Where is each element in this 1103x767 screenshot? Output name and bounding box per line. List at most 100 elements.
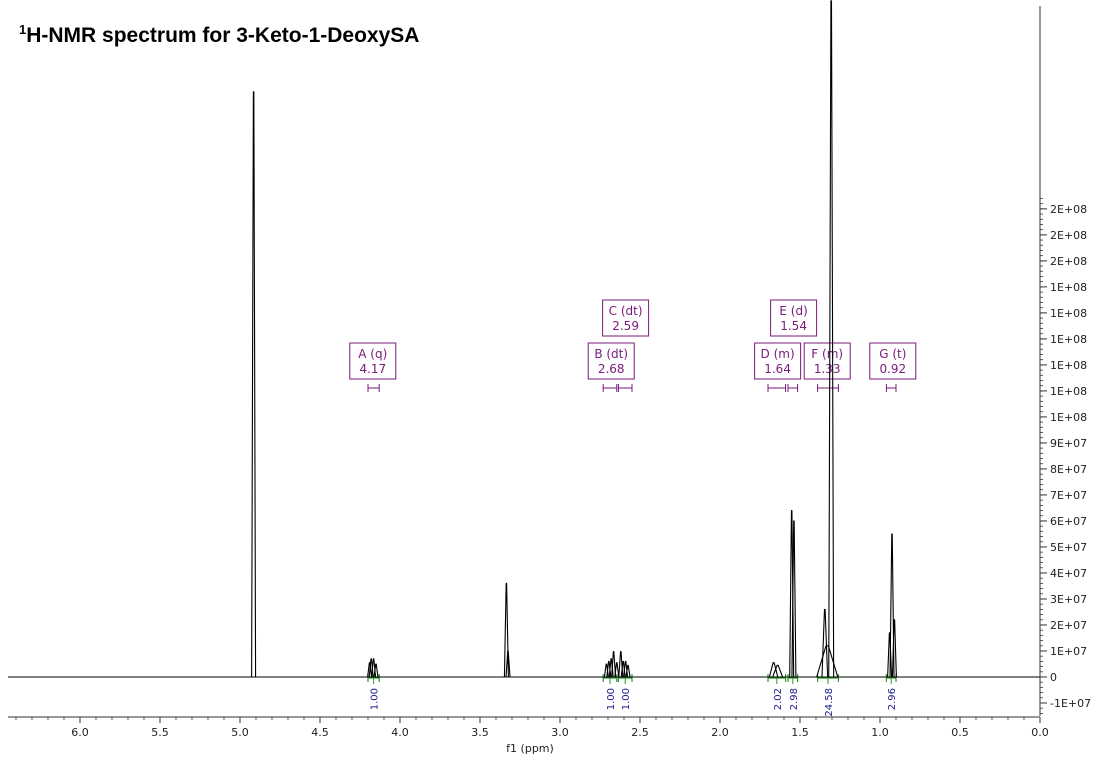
multiplet-shift: 2.68 bbox=[598, 362, 625, 376]
y-tick-label: 2E+07 bbox=[1050, 619, 1087, 632]
spectrum-peak-4 bbox=[373, 663, 379, 678]
y-tick-label: 1E+08 bbox=[1050, 385, 1087, 398]
x-axis: 6.0 5.5 5.0 4.5 4.0 3.5 3.0 2.5 2.0 1.5 1.0 0.5 0.0 bbox=[8, 716, 1049, 739]
y-tick-label: 1E+08 bbox=[1050, 411, 1087, 424]
integral-value: 24.58 bbox=[824, 688, 835, 717]
multiplet-0: A (q)4.17 bbox=[349, 342, 397, 392]
x-tick-label: 0.5 bbox=[951, 726, 969, 739]
y-tick-label: 1E+08 bbox=[1050, 359, 1087, 372]
multiplet-2: C (dt)2.59 bbox=[602, 299, 650, 392]
spectrum-layer bbox=[8, 0, 1040, 678]
multiplet-layer: A (q)4.17B (dt)2.68C (dt)2.59D (m)1.64E … bbox=[349, 299, 917, 392]
multiplet-box bbox=[602, 299, 650, 337]
multiplet-label: E (d) bbox=[779, 304, 807, 318]
integral-3: 2.02 bbox=[767, 674, 787, 710]
x-tick-label: 4.0 bbox=[391, 726, 409, 739]
y-tick-label: 5E+07 bbox=[1050, 541, 1087, 554]
multiplet-box bbox=[803, 342, 851, 380]
x-tick-label: 1.0 bbox=[871, 726, 889, 739]
integral-value: 2.96 bbox=[887, 688, 898, 710]
integral-5: 24.58 bbox=[816, 674, 840, 717]
x-tick-label: 0.0 bbox=[1031, 726, 1049, 739]
y-tick-label: -1E+07 bbox=[1050, 697, 1091, 710]
spectrum-peak-24 bbox=[889, 533, 895, 677]
multiplet-6: G (t)0.92 bbox=[869, 342, 917, 392]
integral-value: 1.00 bbox=[606, 688, 617, 710]
y-tick-label: 2E+08 bbox=[1050, 255, 1087, 268]
integral-value: 2.02 bbox=[773, 688, 784, 710]
x-tick-label: 6.0 bbox=[71, 726, 89, 739]
integral-0: 1.00 bbox=[367, 674, 381, 710]
multiplet-box bbox=[754, 342, 802, 380]
multiplet-shift: 1.54 bbox=[780, 319, 807, 333]
multiplet-shift: 1.64 bbox=[764, 362, 791, 376]
y-tick-label: 1E+08 bbox=[1050, 281, 1087, 294]
y-tick-label: 6E+07 bbox=[1050, 515, 1087, 528]
y-tick-label: 3E+07 bbox=[1050, 593, 1087, 606]
multiplet-box bbox=[587, 342, 635, 380]
multiplet-label: A (q) bbox=[358, 347, 387, 361]
spectrum-peak-20 bbox=[821, 608, 829, 678]
x-tick-label: 4.5 bbox=[311, 726, 329, 739]
spectrum-peak-6 bbox=[505, 650, 511, 678]
x-tick-label: 5.0 bbox=[231, 726, 249, 739]
multiplet-shift: 1.33 bbox=[814, 362, 841, 376]
spectrum-peak-21 bbox=[828, 0, 835, 677]
multiplet-box bbox=[869, 342, 917, 380]
y-tick-label: 0 bbox=[1050, 671, 1057, 684]
spectrum-peak-17 bbox=[772, 664, 784, 678]
spectrum-peak-11 bbox=[614, 662, 620, 678]
y-tick-label: 7E+07 bbox=[1050, 489, 1087, 502]
multiplet-5: F (m)1.33 bbox=[803, 342, 851, 392]
multiplet-3: D (m)1.64 bbox=[754, 342, 802, 392]
integral-value: 1.00 bbox=[621, 688, 632, 710]
integral-2: 1.00 bbox=[617, 674, 633, 710]
multiplet-shift: 2.59 bbox=[612, 319, 639, 333]
multiplet-label: F (m) bbox=[811, 347, 843, 361]
multiplet-label: C (dt) bbox=[609, 304, 643, 318]
spectrum-peak-12 bbox=[618, 650, 624, 678]
multiplet-label: D (m) bbox=[761, 347, 795, 361]
multiplet-box bbox=[349, 342, 397, 380]
multiplet-4: E (d)1.54 bbox=[770, 299, 818, 392]
spectrum-peak-15 bbox=[625, 664, 631, 678]
x-tick-label: 1.5 bbox=[791, 726, 809, 739]
y-tick-label: 1E+08 bbox=[1050, 307, 1087, 320]
integral-1: 1.00 bbox=[602, 674, 618, 710]
x-tick-label: 3.5 bbox=[471, 726, 489, 739]
y-tick-label: 1E+07 bbox=[1050, 645, 1087, 658]
multiplet-label: G (t) bbox=[879, 347, 906, 361]
x-tick-label: 5.5 bbox=[151, 726, 169, 739]
spectrum-peak-10 bbox=[611, 650, 617, 678]
y-tick-label: 1E+08 bbox=[1050, 333, 1087, 346]
spectrum-peak-1 bbox=[367, 662, 373, 678]
integral-value: 2.98 bbox=[789, 688, 800, 710]
integral-value: 1.00 bbox=[370, 688, 381, 710]
y-tick-label: 2E+08 bbox=[1050, 203, 1087, 216]
chart-title: 1H-NMR spectrum for 3-Keto-1-DeoxySA bbox=[19, 22, 419, 47]
y-axis: -1E+07 0 1E+07 2E+07 3E+07 4E+07 5E+07 6E+07 7E+… bbox=[1039, 6, 1091, 716]
spectrum-peak-0 bbox=[251, 91, 257, 677]
multiplet-label: B (dt) bbox=[594, 347, 628, 361]
integral-6: 2.96 bbox=[885, 674, 898, 710]
x-tick-label: 2.5 bbox=[631, 726, 649, 739]
spectrum-peak-22 bbox=[816, 645, 839, 678]
integral-layer: 1.00 1.00 1.00 2.02 2.98 24.58 2.96 bbox=[367, 674, 898, 717]
spectrum-peak-25 bbox=[891, 619, 897, 678]
spectrum-peak-19 bbox=[791, 520, 797, 677]
chart-title-text: H-NMR spectrum for 3-Keto-1-DeoxySA bbox=[26, 24, 419, 47]
x-tick-label: 3.0 bbox=[551, 726, 569, 739]
multiplet-box bbox=[770, 299, 818, 337]
integral-4: 2.98 bbox=[787, 674, 800, 710]
y-tick-label: 4E+07 bbox=[1050, 567, 1087, 580]
chart-title-superscript: 1 bbox=[19, 22, 26, 37]
spectrum-peak-5 bbox=[503, 582, 509, 678]
multiplet-shift: 0.92 bbox=[879, 362, 906, 376]
x-axis-label: f1 (ppm) bbox=[506, 742, 554, 755]
multiplet-shift: 4.17 bbox=[359, 362, 386, 376]
y-tick-label: 9E+07 bbox=[1050, 437, 1087, 450]
spectrum-peak-16 bbox=[768, 662, 779, 678]
y-tick-label: 2E+08 bbox=[1050, 229, 1087, 242]
multiplet-1: B (dt)2.68 bbox=[587, 342, 635, 392]
